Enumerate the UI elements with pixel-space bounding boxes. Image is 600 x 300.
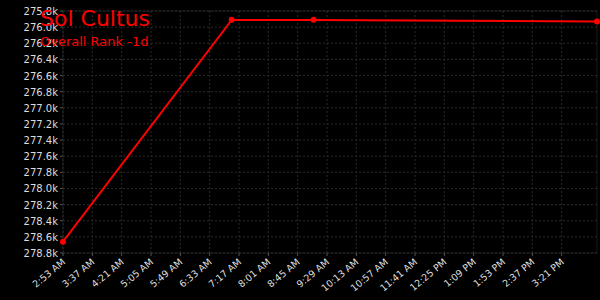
grid-line: [63, 253, 597, 254]
x-tick-label: 12:25 PM: [408, 256, 449, 293]
tick: [209, 253, 210, 256]
grid-line: [415, 11, 416, 253]
grid-line: [444, 11, 445, 253]
grid-line: [151, 11, 152, 253]
grid-line: [63, 107, 597, 108]
tick: [561, 253, 562, 256]
grid-line: [503, 11, 504, 253]
tick: [180, 253, 181, 256]
point: [311, 17, 317, 23]
grid-line: [63, 156, 597, 157]
grid-line: [327, 11, 328, 253]
grid-line: [180, 11, 181, 253]
title: Sol Cultus: [40, 6, 150, 31]
grid-line: [239, 11, 240, 253]
grid-line: [63, 172, 597, 173]
y-tick-label: 278.0k: [24, 183, 59, 194]
tick: [385, 253, 386, 256]
subtitle: Overall Rank -1d: [40, 34, 148, 49]
x-tick-label: 3:21 PM: [530, 256, 566, 289]
grid-line: [63, 140, 597, 141]
grid-line: [385, 11, 386, 253]
grid-line: [63, 220, 597, 221]
tick: [473, 253, 474, 256]
grid-line: [356, 11, 357, 253]
x-tick-label: 2:37 PM: [500, 256, 536, 289]
grid-line: [63, 123, 597, 124]
chart: 275.8k276.0k276.2k276.4k276.6k276.8k277.…: [0, 0, 600, 300]
tick: [356, 253, 357, 256]
y-tick-label: 278.4k: [24, 216, 59, 227]
grid-line: [473, 11, 474, 253]
tick: [532, 253, 533, 256]
y-tick-label: 276.8k: [24, 87, 59, 98]
tick: [268, 253, 269, 256]
grid-line: [63, 188, 597, 189]
tick: [327, 253, 328, 256]
grid-line: [561, 11, 562, 253]
y-tick-label: 277.2k: [24, 119, 59, 130]
tick: [121, 253, 122, 256]
y-tick-label: 277.4k: [24, 135, 59, 146]
grid-line: [532, 11, 533, 253]
point: [60, 239, 66, 245]
y-tick-label: 278.8k: [24, 248, 59, 259]
tick: [444, 253, 445, 256]
x-tick-label: 1:53 PM: [471, 256, 507, 289]
grid-line: [63, 204, 597, 205]
tick: [63, 253, 64, 256]
grid-line: [297, 11, 298, 253]
y-tick-label: 276.4k: [24, 54, 59, 65]
line: [63, 20, 597, 242]
y-tick-label: 277.6k: [24, 151, 59, 162]
tick: [151, 253, 152, 256]
plot-area: [60, 17, 600, 245]
grid-line: [268, 11, 269, 253]
tick: [297, 253, 298, 256]
x-tick-label: 1:09 PM: [442, 256, 478, 289]
point: [229, 17, 235, 23]
grid-line: [63, 59, 597, 60]
tick: [239, 253, 240, 256]
y-tick-label: 277.8k: [24, 167, 59, 178]
y-tick-label: 277.0k: [24, 103, 59, 114]
background: [0, 0, 600, 300]
tick: [503, 253, 504, 256]
grid-line: [63, 75, 597, 76]
y-tick-label: 278.2k: [24, 200, 59, 211]
point: [594, 18, 600, 24]
y-tick-label: 276.6k: [24, 71, 59, 82]
tick: [92, 253, 93, 256]
y-tick-label: 278.6k: [24, 232, 59, 243]
grid-line: [63, 236, 597, 237]
tick: [415, 253, 416, 256]
grid-line: [63, 91, 597, 92]
